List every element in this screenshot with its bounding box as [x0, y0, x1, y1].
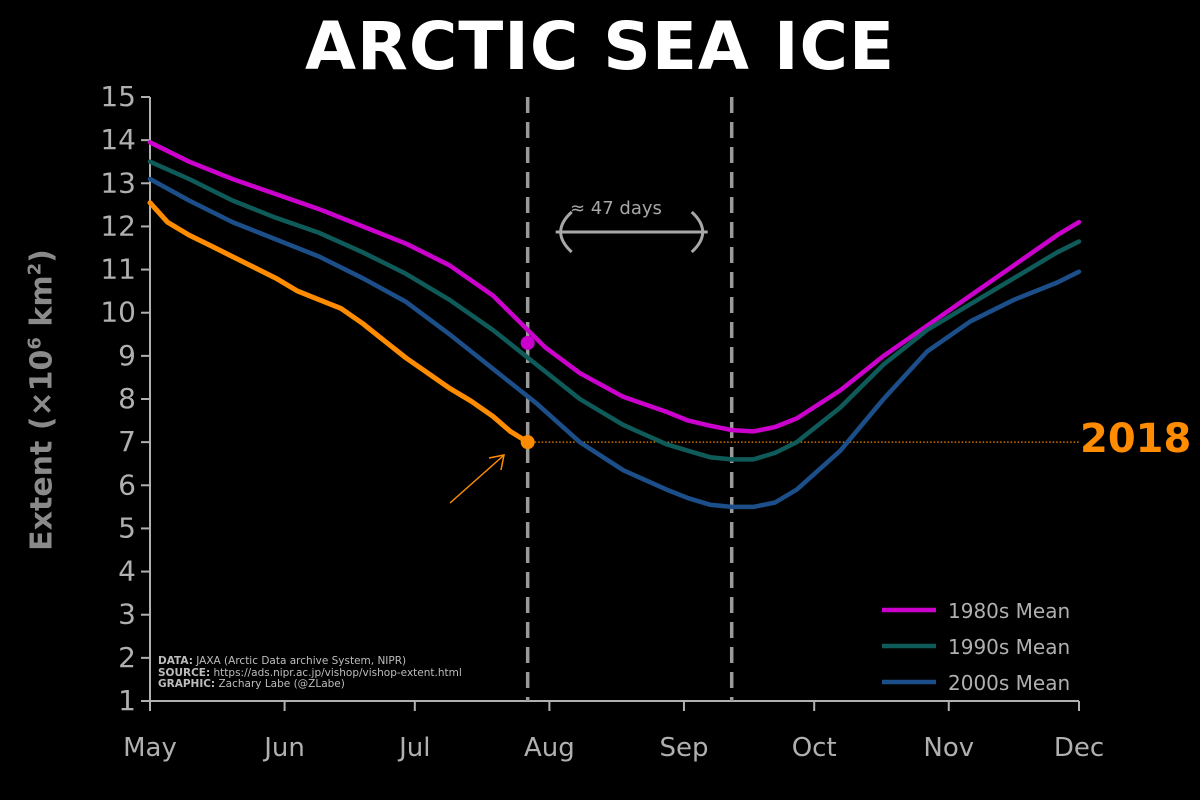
y-tick-label: 6: [118, 468, 136, 501]
y-tick-label: 9: [118, 339, 136, 372]
gap-arrow-right-head: [690, 210, 705, 254]
x-tick-label: Nov: [923, 733, 974, 763]
marker-point: [520, 435, 535, 450]
y-tick-label: 1: [118, 684, 136, 717]
y-tick-label: 5: [118, 511, 136, 544]
y-tick-label: 10: [100, 296, 136, 329]
y-tick-label: 2: [118, 641, 136, 674]
y-tick-label: 12: [100, 209, 136, 242]
y-tick-label: 7: [118, 425, 136, 458]
series-line-2018: [147, 200, 531, 445]
x-tick-label: May: [123, 733, 177, 763]
y-tick-label: 4: [118, 555, 136, 588]
marker-point: [520, 335, 535, 350]
y-tick-label: 15: [100, 80, 136, 113]
x-tick-label: Dec: [1054, 733, 1104, 763]
legend-label: 1990s Mean: [948, 635, 1070, 659]
x-tick-label: Aug: [524, 733, 575, 763]
y-tick-label: 13: [100, 166, 136, 199]
x-tick-label: Jun: [262, 733, 305, 763]
x-tick-label: Jul: [397, 733, 430, 763]
x-tick-label: Sep: [659, 733, 708, 763]
y-tick-label: 14: [100, 123, 136, 156]
x-tick-label: Oct: [792, 733, 837, 763]
y-tick-label: 8: [118, 382, 136, 415]
credits-block: DATA: JAXA (Arctic Data archive System, …: [158, 655, 462, 690]
y-tick-label: 3: [118, 598, 136, 631]
year-2018-label: 2018: [1080, 416, 1192, 462]
series-line-2000s-mean: [147, 176, 1082, 510]
legend-label: 1980s Mean: [948, 599, 1070, 623]
pointer-arrow-head: [488, 454, 505, 471]
pointer-arrow-shaft: [449, 455, 504, 504]
chart-title: ARCTIC SEA ICE: [304, 8, 896, 85]
legend-label: 2000s Mean: [948, 671, 1070, 695]
series-line-1980s-mean: [147, 140, 1082, 434]
y-tick-label: 11: [100, 253, 136, 286]
gap-arrow-left-head: [559, 210, 573, 254]
gap-annotation-label: ≈ 47 days: [570, 198, 662, 219]
series-line-1990s-mean: [147, 159, 1082, 462]
